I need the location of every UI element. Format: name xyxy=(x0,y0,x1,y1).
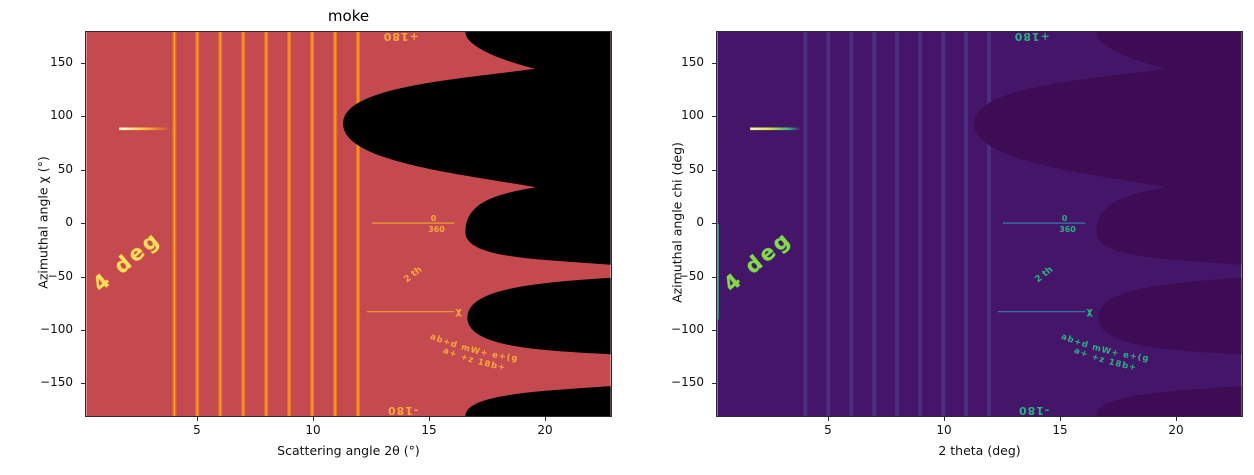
chi-minus90-line xyxy=(997,310,1086,313)
x-tick-mark xyxy=(1175,417,1177,421)
x-tick-label: 15 xyxy=(421,423,437,437)
x-tick-label: 20 xyxy=(1168,423,1184,437)
y-tick-label: −50 xyxy=(47,269,73,283)
x-tick-mark xyxy=(943,417,945,421)
chi0-line xyxy=(1002,222,1086,224)
y-tick-label: 50 xyxy=(57,162,73,176)
right-heatmap: +180 -180 0 360 2 th χ ab+d mW+ e+(g a+ … xyxy=(717,32,1242,416)
ring-line xyxy=(918,32,923,416)
y-tick-mark xyxy=(81,382,85,384)
zero-label: 0 xyxy=(1062,214,1068,223)
y-tick-label: 150 xyxy=(681,55,704,69)
y-tick-mark xyxy=(712,222,716,224)
threesixty-label: 360 xyxy=(1059,225,1076,234)
chi90-bright-line xyxy=(119,127,170,131)
chi-minus90-line xyxy=(366,310,455,313)
y-tick-label: 100 xyxy=(681,108,704,122)
x-tick-mark xyxy=(196,417,198,421)
ring-line-core xyxy=(242,32,244,416)
chi-symbol: χ xyxy=(455,307,462,318)
x-tick-label: 20 xyxy=(537,423,553,437)
ring-line xyxy=(895,32,900,416)
minus180-label: -180 xyxy=(387,404,418,416)
y-tick-mark xyxy=(81,276,85,278)
y-tick-mark xyxy=(81,62,85,64)
right-y-ticks: 150 100 50 0 −50 −100 −150 xyxy=(654,31,716,417)
y-tick-label: −150 xyxy=(671,375,704,389)
y-tick-mark xyxy=(712,329,716,331)
plus180-label: +180 xyxy=(1014,32,1050,43)
y-tick-mark xyxy=(81,115,85,117)
y-tick-label: −100 xyxy=(40,322,73,336)
ring-line xyxy=(803,32,808,416)
y-tick-mark xyxy=(81,329,85,331)
x-tick-mark xyxy=(827,417,829,421)
chi90-bright-line xyxy=(750,127,801,131)
y-tick-label: −50 xyxy=(678,269,704,283)
ring-line xyxy=(941,32,946,416)
ring-line xyxy=(849,32,854,416)
ring-line-core xyxy=(311,32,313,416)
ring-line-core xyxy=(357,32,359,416)
x-tick-mark xyxy=(1059,417,1061,421)
y-tick-label: 100 xyxy=(50,108,73,122)
y-tick-mark xyxy=(712,62,716,64)
chi0-line xyxy=(371,222,455,224)
zero-label: 0 xyxy=(431,214,437,223)
ring-line-core xyxy=(196,32,198,416)
ring-line xyxy=(964,32,969,416)
y-tick-mark xyxy=(712,115,716,117)
left-x-axis-label: Scattering angle 2θ (°) xyxy=(277,443,420,458)
left-heatmap: +180 -180 0 360 2 th χ ab+d mW+ e+(g a+ … xyxy=(86,32,611,416)
y-tick-mark xyxy=(712,276,716,278)
left-edge-artifact-line xyxy=(717,224,719,320)
diffraction-ring-lines xyxy=(172,32,361,416)
ring-line-core xyxy=(265,32,267,416)
masked-region xyxy=(343,32,611,416)
ring-line-core xyxy=(173,32,175,416)
ring-line-core xyxy=(288,32,290,416)
y-tick-label: 0 xyxy=(65,215,73,229)
ring-line xyxy=(826,32,831,416)
x-tick-label: 10 xyxy=(305,423,321,437)
left-y-ticks: 150 100 50 0 −50 −100 −150 xyxy=(23,31,85,417)
y-tick-label: 50 xyxy=(688,162,704,176)
y-tick-mark xyxy=(81,222,85,224)
y-tick-mark xyxy=(712,382,716,384)
y-tick-label: −100 xyxy=(671,322,704,336)
minus180-label: -180 xyxy=(1018,404,1049,416)
right-x-axis-label: 2 theta (deg) xyxy=(938,443,1021,458)
ring-line xyxy=(987,32,992,416)
ring-line-core xyxy=(334,32,336,416)
x-tick-mark xyxy=(312,417,314,421)
diffraction-ring-lines xyxy=(803,32,992,416)
chi-symbol: χ xyxy=(1086,307,1093,318)
y-tick-mark xyxy=(712,169,716,171)
right-x-ticks: 5 10 15 20 xyxy=(716,417,1243,441)
y-tick-label: −150 xyxy=(40,375,73,389)
x-tick-label: 5 xyxy=(193,423,201,437)
masked-region xyxy=(974,32,1242,416)
left-plot-title: moke xyxy=(327,7,370,25)
right-plot-area: +180 -180 0 360 2 th χ ab+d mW+ e+(g a+ … xyxy=(716,31,1243,417)
x-tick-label: 10 xyxy=(936,423,952,437)
ring-line xyxy=(872,32,877,416)
x-tick-label: 5 xyxy=(824,423,832,437)
y-tick-mark xyxy=(81,169,85,171)
plus180-label: +180 xyxy=(383,32,419,43)
x-tick-mark xyxy=(544,417,546,421)
y-tick-label: 150 xyxy=(50,55,73,69)
y-tick-label: 0 xyxy=(696,215,704,229)
threesixty-label: 360 xyxy=(428,225,445,234)
left-x-ticks: 5 10 15 20 xyxy=(85,417,612,441)
x-tick-label: 15 xyxy=(1052,423,1068,437)
x-tick-mark xyxy=(428,417,430,421)
ring-line-core xyxy=(219,32,221,416)
left-plot-area: +180 -180 0 360 2 th χ ab+d mW+ e+(g a+ … xyxy=(85,31,612,417)
